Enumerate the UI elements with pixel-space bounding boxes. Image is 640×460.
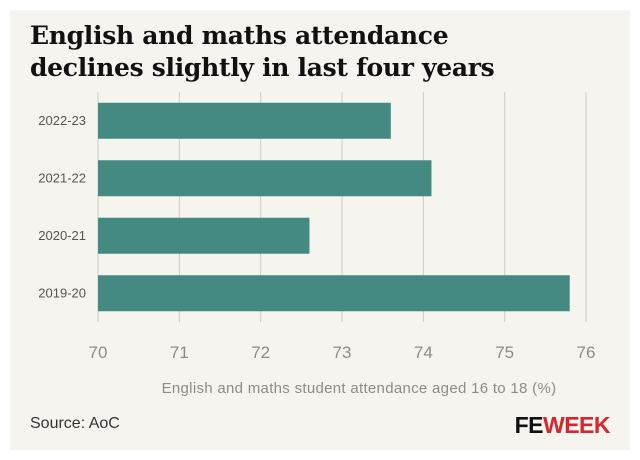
y-category-label: 2019-20 (38, 285, 86, 300)
chart-card: English and maths attendance declines sl… (10, 10, 630, 450)
chart-title-line-1: English and maths attendance (30, 21, 449, 50)
x-tick-label: 75 (495, 343, 514, 362)
x-tick-label: 70 (89, 343, 108, 362)
bar-2022-23 (98, 102, 391, 139)
x-tick-label: 74 (414, 343, 433, 362)
x-axis-label: English and maths student attendance age… (161, 380, 557, 397)
chart-title-line-2: declines slightly in last four years (30, 53, 495, 82)
bar-2019-20 (98, 275, 570, 312)
bar-2020-21 (98, 217, 310, 254)
logo-fe-text: FE (514, 412, 544, 438)
y-category-label: 2021-22 (38, 170, 86, 185)
fe-week-logo: FEWEEK (514, 412, 611, 439)
bar-chart: 70 71 72 73 74 75 76 2022-23 2021-22 2020-21 2019-… (38, 92, 596, 362)
x-tick-label: 73 (333, 343, 352, 362)
x-tick-label: 72 (251, 343, 270, 362)
bar-2021-22 (98, 160, 432, 197)
y-category-label: 2020-21 (38, 228, 86, 243)
y-category-label: 2022-23 (38, 113, 86, 128)
source-note: Source: AoC (30, 415, 120, 432)
chart-title: English and maths attendance declines sl… (30, 20, 620, 84)
x-tick-label: 71 (170, 343, 189, 362)
x-tick-label: 76 (577, 343, 596, 362)
logo-week-text: WEEK (543, 412, 611, 438)
